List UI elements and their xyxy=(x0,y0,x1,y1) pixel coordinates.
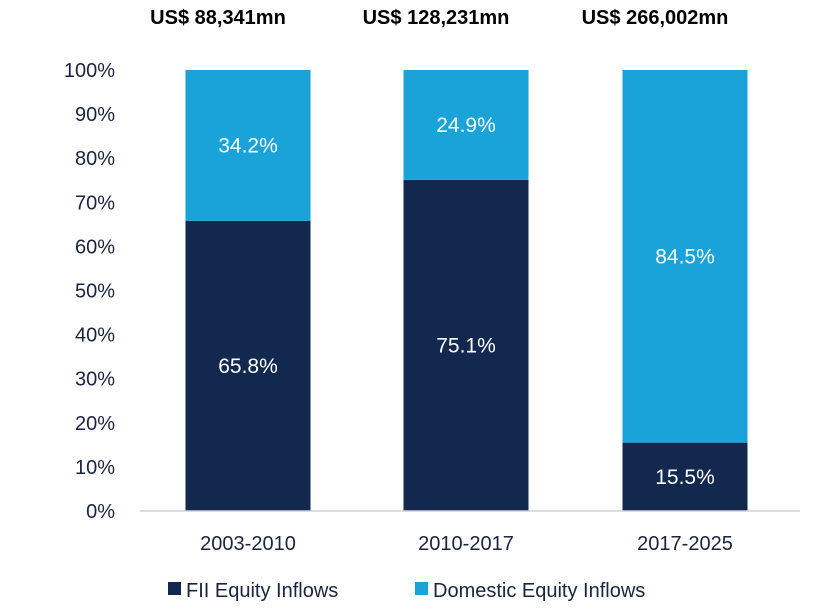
data-label: 24.9% xyxy=(436,114,496,137)
bar-domestic xyxy=(403,70,529,180)
bar-domestic xyxy=(185,70,311,221)
bar-fii xyxy=(185,220,311,511)
bar-domestic xyxy=(622,70,748,443)
y-tick-label: 70% xyxy=(75,192,115,214)
category-totals: US$ 88,341mn US$ 128,231mn US$ 266,002mn xyxy=(150,7,728,29)
total-label: US$ 88,341mn xyxy=(150,7,286,29)
y-tick-label: 30% xyxy=(75,369,115,391)
y-tick-label: 10% xyxy=(75,457,115,479)
y-tick-label: 60% xyxy=(75,236,115,258)
y-tick-label: 50% xyxy=(75,281,115,303)
total-label: US$ 266,002mn xyxy=(582,7,729,29)
data-label: 84.5% xyxy=(655,245,715,268)
y-axis: 0% 10% 20% 30% 40% 50% 60% 70% 80% 90% 100% xyxy=(64,60,115,523)
bar-fii xyxy=(622,442,748,511)
x-tick-label: 2010-2017 xyxy=(418,533,514,555)
y-tick-label: 90% xyxy=(75,104,115,126)
bars: 65.8% 34.2% 75.1% 24.9% 15.5% 84.5% xyxy=(185,70,748,511)
data-label: 75.1% xyxy=(436,334,496,357)
y-tick-label: 20% xyxy=(75,413,115,435)
legend-label: FII Equity Inflows xyxy=(186,580,338,602)
y-tick-label: 40% xyxy=(75,325,115,347)
y-tick-label: 80% xyxy=(75,148,115,170)
bar-fii xyxy=(403,179,529,511)
y-tick-label: 0% xyxy=(86,501,115,523)
legend-swatch xyxy=(415,582,428,595)
legend-swatch xyxy=(168,582,181,595)
legend: FII Equity Inflows Domestic Equity Inflow… xyxy=(168,580,645,602)
legend-label: Domestic Equity Inflows xyxy=(433,580,645,602)
y-tick-label: 100% xyxy=(64,60,115,82)
total-label: US$ 128,231mn xyxy=(363,7,510,29)
x-tick-label: 2003-2010 xyxy=(200,533,296,555)
data-label: 34.2% xyxy=(218,134,278,157)
x-tick-label: 2017-2025 xyxy=(637,533,733,555)
data-label: 15.5% xyxy=(655,466,715,489)
x-axis: 2003-2010 2010-2017 2017-2025 xyxy=(200,533,733,555)
data-label: 65.8% xyxy=(218,355,278,378)
